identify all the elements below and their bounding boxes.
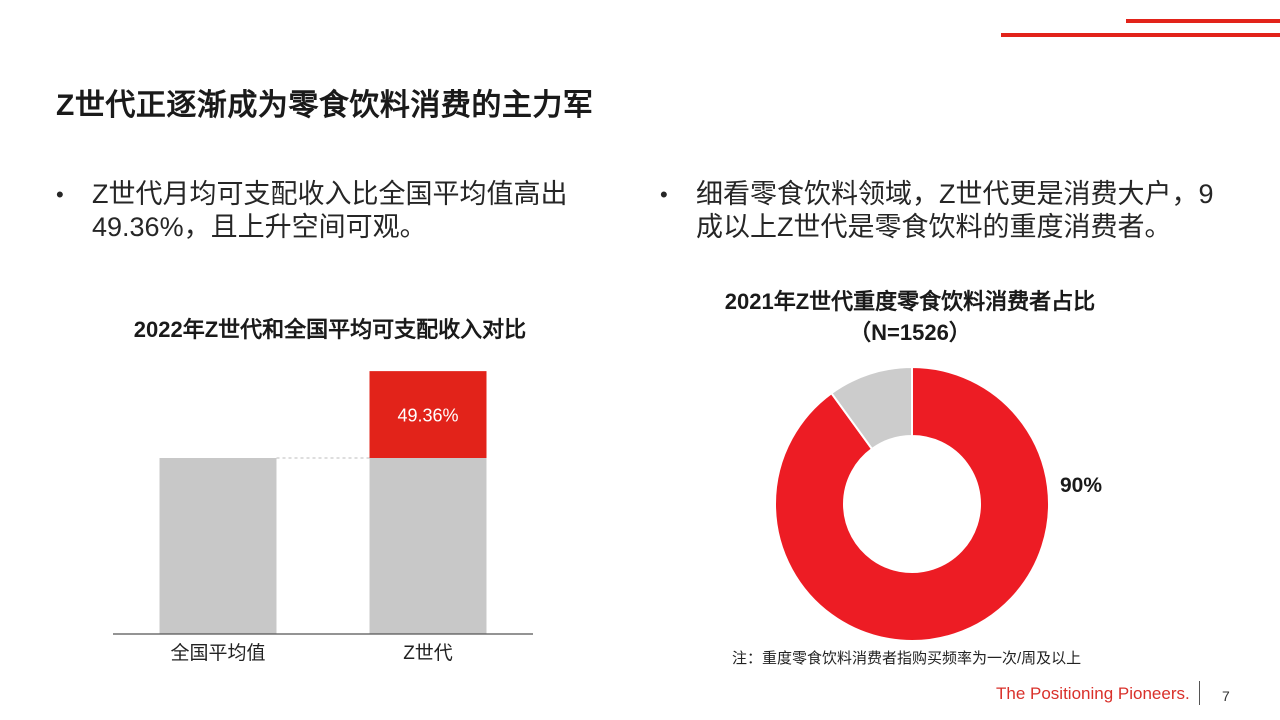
bullet-text-income: Z世代月均可支配收入比全国平均值高出 49.36%，且上升空间可观。 — [92, 179, 568, 242]
bar-increment-1 — [369, 371, 487, 458]
donut-chart-subtitle: （N=1526） — [849, 320, 971, 345]
slide-title: Z世代正逐渐成为零食饮料消费的主力军 — [56, 89, 594, 122]
bullet-marker: • — [56, 182, 64, 207]
footer-brand: The Positioning Pioneers. — [996, 684, 1190, 703]
bullet-text-consumers: 细看零食饮料领域，Z世代更是消费大户，9 成以上Z世代是零食饮料的重度消费者。 — [696, 179, 1214, 242]
bar-category-label-1: Z世代 — [403, 642, 453, 664]
bar-chart-title: 2022年Z世代和全国平均可支配收入对比 — [133, 317, 527, 342]
donut-slice-0 — [774, 365, 1050, 642]
bullet-right: • 细看零食饮料领域，Z世代更是消费大户，9 成以上Z世代是零食饮料的重度消费者… — [660, 178, 1220, 244]
footer-separator — [1199, 681, 1200, 705]
donut-chart-title-line: 2021年Z世代重度零食饮料消费者占比 — [724, 289, 1096, 314]
bar-data-label-1: 49.36% — [397, 406, 458, 426]
bullet-left: • Z世代月均可支配收入比全国平均值高出 49.36%，且上升空间可观。 — [56, 178, 596, 244]
bar-category-label-0: 全国平均值 — [170, 642, 265, 664]
bullet-marker: • — [660, 182, 668, 207]
header-accent-line-short — [1126, 19, 1280, 23]
donut-slice-1 — [830, 365, 913, 451]
footnote: 注：重度零食饮料消费者指购买频率为一次/周及以上 — [732, 650, 1082, 667]
bar-base-0 — [159, 458, 277, 634]
bar-base-1 — [369, 458, 487, 634]
donut-chart-title: 2021年Z世代重度零食饮料消费者占比 （N=1526） — [680, 286, 1140, 348]
header-accent-line-long — [1001, 33, 1280, 37]
donut-data-label-0: 90% — [1060, 474, 1102, 497]
page-number: 7 — [1222, 688, 1230, 704]
